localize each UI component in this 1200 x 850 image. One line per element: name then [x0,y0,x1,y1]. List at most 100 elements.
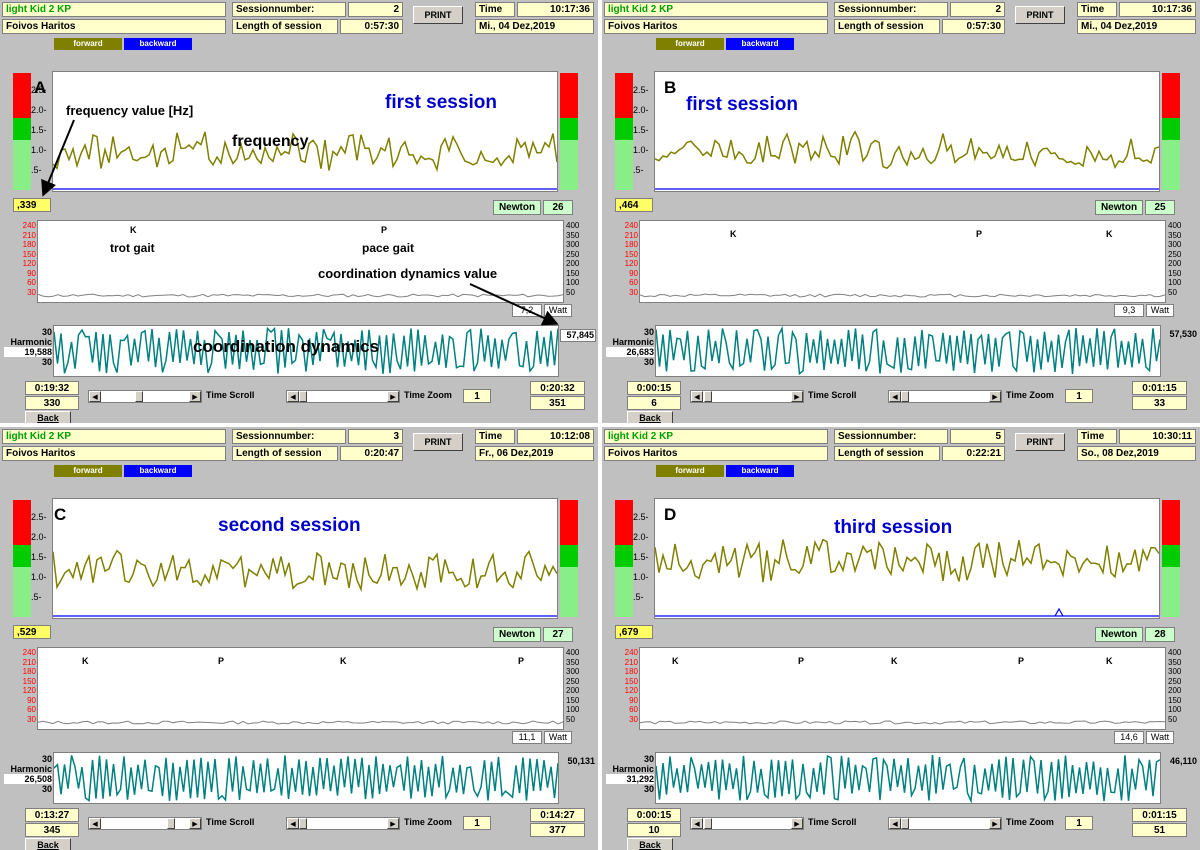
end-time: 0:20:32 [530,381,585,395]
scroll-left-icon[interactable]: ◀ [691,818,703,829]
zoom-right-icon[interactable]: ▶ [989,391,1001,402]
scroll-right-icon[interactable]: ▶ [189,391,201,402]
annotation-frequency: frequency [232,133,309,150]
harmonic-info: 30 Harmonic 19,588 30 [4,327,52,375]
date-value: Fr., 06 Dez,2019 [475,446,594,461]
harmonic-label: Harmonic [612,764,654,774]
scroll-left-icon[interactable]: ◀ [89,391,101,402]
annotation-coord-value: coordination dynamics value [318,266,498,281]
time-scroll-bar[interactable]: ◀ ▶ [88,817,202,830]
newton-label: Newton [493,200,541,215]
annotation-coordination: coordination dynamics [193,337,380,356]
zoom-thumb[interactable] [901,818,909,829]
coordination-value: 46,110 [1162,756,1198,769]
print-button[interactable]: PRINT [1015,433,1065,451]
watt-plot [640,720,1165,725]
level-lightgreen-right [560,140,578,190]
zoom-right-icon[interactable]: ▶ [387,391,399,402]
zoom-left-icon[interactable]: ◀ [287,391,299,402]
back-button[interactable]: Back [627,411,673,423]
time-scroll-bar[interactable]: ◀ ▶ [88,390,202,403]
time-zoom-label: Time Zoom [1006,817,1054,827]
watt-label: Watt [544,731,572,744]
level-green-right [1162,118,1180,140]
coordination-graph [655,752,1161,804]
zoom-right-icon[interactable]: ▶ [387,818,399,829]
newton-label: Newton [1095,200,1143,215]
scroll-left-icon[interactable]: ◀ [691,391,703,402]
panel-letter: C [54,505,67,524]
frequency-graph [52,498,558,619]
time-label: Time [1077,429,1117,444]
scroll-thumb[interactable] [135,391,143,402]
gait-marker: P [976,229,983,239]
zoom-left-icon[interactable]: ◀ [287,818,299,829]
level-lightgreen-right [1162,140,1180,190]
print-button[interactable]: PRINT [1015,6,1065,24]
scroll-right-icon[interactable]: ▶ [189,818,201,829]
start-index: 345 [25,823,79,837]
start-index: 330 [25,396,79,410]
scroll-thumb[interactable] [167,818,175,829]
level-green-right [560,545,578,567]
time-value: 10:17:36 [517,2,594,17]
zoom-thumb[interactable] [299,391,307,402]
watt-value: 14,6 [1114,731,1144,744]
backward-legend: backward [726,465,794,477]
left-axis-ticks: 240 210 180 150 120 90 60 30 [22,221,36,297]
time-zoom-bar[interactable]: ◀ ▶ [888,390,1002,403]
forward-legend: forward [656,465,724,477]
back-button[interactable]: Back [25,838,71,850]
sessionnumber-label: Sessionnumber: [232,2,346,17]
sessionnumber-value: 3 [348,429,403,444]
scroll-left-icon[interactable]: ◀ [89,818,101,829]
back-button[interactable]: Back [627,838,673,850]
level-red-right [560,500,578,545]
scroll-right-icon[interactable]: ▶ [791,391,803,402]
app-title: light Kid 2 KP [604,429,828,444]
session-panel-c: light Kid 2 KP Foivos Haritos Sessionnum… [0,427,598,850]
time-zoom-bar[interactable]: ◀ ▶ [286,390,400,403]
scroll-thumb[interactable] [704,818,712,829]
zoom-thumb[interactable] [901,391,909,402]
harmonic-value: 26,508 [4,774,52,784]
level-lightgreen-right [1162,567,1180,617]
newton-value: 25 [1145,200,1175,215]
back-button[interactable]: Back [25,411,71,423]
print-button[interactable]: PRINT [413,6,463,24]
zoom-left-icon[interactable]: ◀ [889,391,901,402]
freq-axis-ticks: 2.5- 2.0- 1.5- 1.0- .5- [633,512,649,602]
start-index: 6 [627,396,681,410]
frequency-value: ,679 [615,625,653,639]
gait-marker: K [891,656,898,666]
frequency-graph [654,498,1160,619]
user-name: Foivos Haritos [2,446,226,461]
level-red [13,500,31,545]
time-zoom-bar[interactable]: ◀ ▶ [888,817,1002,830]
session-panel-a: light Kid 2 KP Foivos Haritos Sessionnum… [0,0,598,423]
watt-plot [38,720,563,725]
zoom-thumb[interactable] [299,818,307,829]
forward-legend: forward [54,465,122,477]
time-scroll-bar[interactable]: ◀ ▶ [690,390,804,403]
time-scroll-bar[interactable]: ◀ ▶ [690,817,804,830]
harmonic-info: 30 Harmonic 26,683 30 [606,327,654,375]
coordination-value: 50,131 [560,756,596,769]
freq-axis-ticks: 2.5- 2.0- 1.5- 1.0- .5- [633,85,649,175]
level-red [615,500,633,545]
print-button[interactable]: PRINT [413,433,463,451]
level-red-right [560,73,578,118]
harmonic-label: Harmonic [10,337,52,347]
coordination-graph [655,325,1161,377]
start-time: 0:00:15 [627,808,681,822]
time-zoom-bar[interactable]: ◀ ▶ [286,817,400,830]
zoom-right-icon[interactable]: ▶ [989,818,1001,829]
zoom-value: 1 [463,816,491,830]
time-label: Time [1077,2,1117,17]
zoom-left-icon[interactable]: ◀ [889,818,901,829]
harmonic-tick-bottom: 30 [643,784,654,794]
scroll-thumb[interactable] [704,391,712,402]
level-green [615,118,633,140]
left-axis-ticks: 240 210 180 150 120 90 60 30 [22,648,36,724]
scroll-right-icon[interactable]: ▶ [791,818,803,829]
